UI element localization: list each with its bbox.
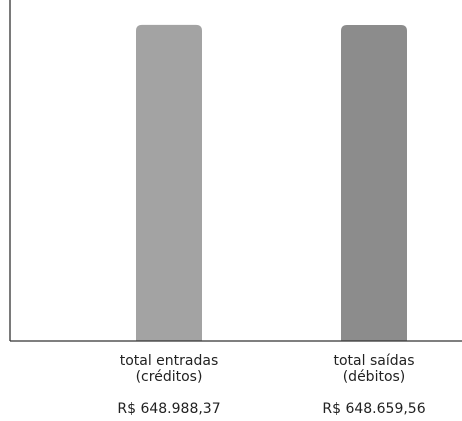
bars-group — [136, 24, 407, 342]
category-label-2-line-2: (débitos) — [343, 369, 406, 385]
bar-2 — [341, 25, 407, 341]
bar-1 — [136, 24, 202, 342]
category-label-1-line-1: total entradas — [120, 353, 219, 369]
value-label-1: R$ 648.988,37 — [117, 401, 220, 417]
labels-group: total entradas(créditos) R$ 648.988,37 tot… — [117, 353, 425, 417]
value-label-2: R$ 648.659,56 — [322, 401, 425, 417]
category-label-1-line-2: (créditos) — [136, 369, 203, 385]
category-label-2-line-1: total saídas — [334, 353, 415, 369]
